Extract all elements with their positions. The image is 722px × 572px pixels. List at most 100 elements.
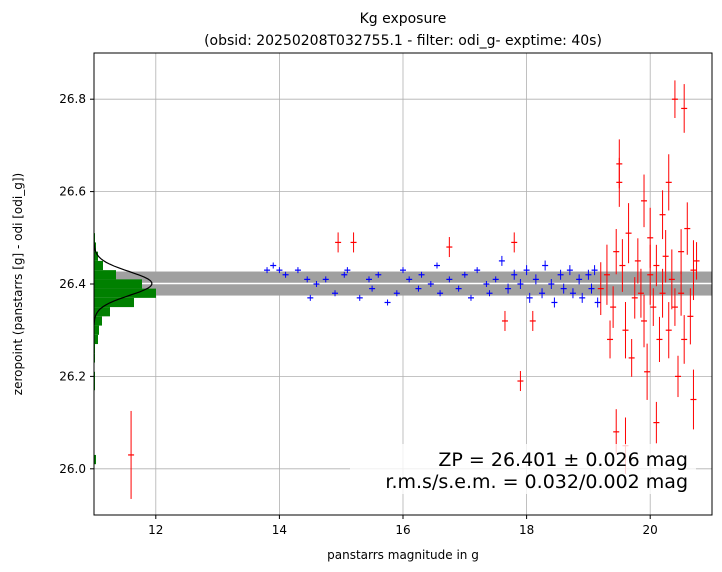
rejected-point xyxy=(128,410,135,499)
rejected-point xyxy=(653,244,660,287)
rms-annotation: r.m.s/s.e.m. = 0.032/0.002 mag xyxy=(385,471,688,493)
rejected-point xyxy=(678,229,685,275)
used-point xyxy=(418,271,425,278)
histogram-bar xyxy=(94,334,98,345)
rejected-point xyxy=(597,262,604,316)
histogram-bar xyxy=(94,251,98,261)
rejected-point xyxy=(628,339,635,377)
histogram-bar xyxy=(94,297,134,308)
used-point xyxy=(307,294,314,301)
used-point xyxy=(356,294,363,301)
rejected-point xyxy=(335,232,342,253)
rejected-point xyxy=(681,315,688,364)
used-point xyxy=(526,292,533,303)
rejected-point xyxy=(668,249,675,310)
used-point xyxy=(594,297,601,308)
used-point xyxy=(557,269,564,280)
used-point xyxy=(270,262,277,269)
used-point xyxy=(585,269,592,280)
zp-annotation: ZP = 26.401 ± 0.026 mag xyxy=(438,449,688,471)
used-point xyxy=(474,267,481,274)
rejected-point xyxy=(662,230,669,283)
rejected-point xyxy=(625,203,632,264)
used-point xyxy=(341,271,348,278)
used-point xyxy=(511,269,518,280)
used-point xyxy=(532,274,539,285)
used-point xyxy=(467,294,474,301)
used-point xyxy=(505,283,512,294)
data-series xyxy=(128,80,700,499)
used-point xyxy=(294,267,301,274)
histogram-bar xyxy=(94,307,110,317)
x-tick-label: 20 xyxy=(643,523,658,537)
x-tick-label: 14 xyxy=(272,523,287,537)
rejected-point xyxy=(446,237,453,258)
used-point xyxy=(344,267,351,274)
rejected-point xyxy=(607,320,614,359)
rejected-point xyxy=(641,174,648,228)
used-point xyxy=(393,290,400,297)
rejected-point xyxy=(659,268,666,318)
used-point xyxy=(406,276,413,283)
rejected-point xyxy=(690,240,697,301)
rejected-point xyxy=(529,310,536,331)
rejected-point xyxy=(603,244,610,305)
rejected-point xyxy=(350,232,357,253)
rejected-point xyxy=(678,270,685,316)
x-tick-label: 12 xyxy=(148,523,163,537)
rejected-point xyxy=(647,207,654,268)
used-point xyxy=(322,276,329,283)
rejected-point xyxy=(501,310,508,331)
used-point xyxy=(483,281,490,287)
x-axis-ticks: 12 14 16 18 20 xyxy=(148,515,658,537)
used-point xyxy=(569,288,576,299)
used-point xyxy=(542,260,549,271)
rejected-point xyxy=(690,369,697,430)
chart-title: Kg exposure xyxy=(360,11,447,27)
histogram-bar xyxy=(94,288,156,298)
used-point xyxy=(492,276,499,283)
used-point xyxy=(304,276,311,283)
used-point xyxy=(427,281,434,287)
used-point xyxy=(517,279,524,289)
histogram-bar xyxy=(94,454,96,465)
rejected-point xyxy=(631,277,638,319)
gaussian-fit-curve xyxy=(93,241,153,326)
used-point xyxy=(264,267,271,274)
rejected-point xyxy=(616,139,623,189)
histogram-bar xyxy=(94,270,116,280)
rejected-point xyxy=(644,343,651,400)
used-point xyxy=(282,271,289,278)
y-tick-label: 26.4 xyxy=(59,277,86,291)
used-point xyxy=(366,276,373,283)
rejected-point xyxy=(671,288,678,326)
y-axis-label: zeropoint (panstarrs [g] - odi [odi_g]) xyxy=(11,173,25,395)
rejected-point xyxy=(675,355,682,398)
rejected-point xyxy=(650,288,657,326)
rejected-point xyxy=(687,288,694,345)
used-point xyxy=(375,271,382,278)
annotation-box xyxy=(350,444,696,494)
rejected-point xyxy=(681,84,688,133)
rejected-point xyxy=(684,202,691,255)
used-point xyxy=(566,265,573,276)
used-point xyxy=(433,262,440,269)
used-point xyxy=(332,290,339,297)
used-point xyxy=(384,299,391,306)
chart-subtitle: (obsid: 20250208T032755.1 - filter: odi_… xyxy=(204,33,602,49)
used-point xyxy=(276,267,283,274)
used-point xyxy=(461,271,468,278)
used-point xyxy=(437,290,444,297)
rejected-point xyxy=(656,316,663,362)
rejected-point xyxy=(665,154,672,211)
rejected-point xyxy=(511,232,518,253)
used-point xyxy=(400,267,406,274)
rejected-point xyxy=(671,80,678,118)
histogram-bar xyxy=(94,325,99,335)
used-point xyxy=(576,274,583,285)
used-point xyxy=(313,281,320,287)
y-tick-label: 26.0 xyxy=(59,462,86,476)
y-tick-label: 26.6 xyxy=(59,185,86,199)
used-point xyxy=(486,290,493,297)
